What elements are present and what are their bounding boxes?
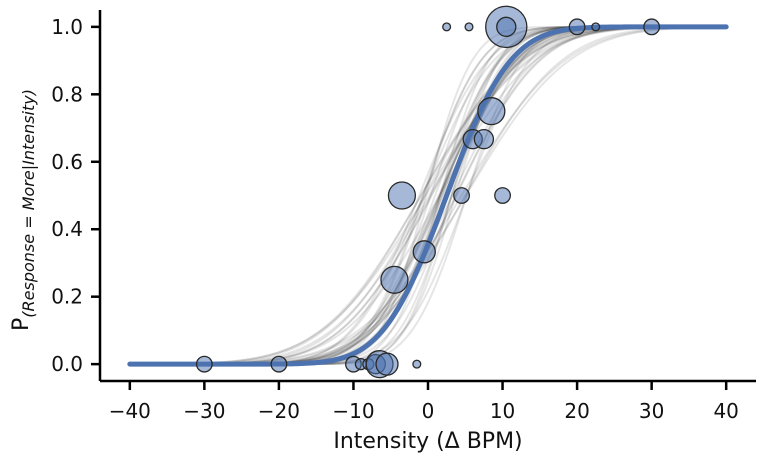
posterior-sample-curve — [129, 25, 727, 366]
data-point — [375, 352, 399, 376]
posterior-sample-curve — [129, 25, 727, 366]
posterior-sample-curve — [129, 26, 727, 366]
posterior-sample-curve — [129, 25, 727, 366]
posterior-sample-curve — [129, 25, 727, 366]
posterior-sample-curve — [129, 25, 727, 366]
y-axis-ticks: 0.0 0.2 0.4 0.6 0.8 1.0 — [51, 15, 100, 376]
posterior-sample-curve — [129, 25, 727, 366]
posterior-sample-curve — [129, 25, 727, 366]
posterior-sample-curve — [129, 25, 727, 366]
posterior-sample-curve — [129, 25, 727, 366]
y-axis-title: P(Response = More|Intensity) — [9, 89, 38, 331]
x-axis-title: Intensity (Δ BPM) — [333, 429, 522, 454]
data-point — [442, 22, 452, 32]
data-point — [643, 18, 661, 36]
x-tick-label: −40 — [109, 399, 151, 423]
posterior-sample-curve — [129, 25, 727, 366]
posterior-sample-curve — [129, 25, 727, 366]
posterior-sample-curve — [129, 25, 727, 366]
posterior-sample-curve — [129, 25, 727, 366]
posterior-sample-curve — [129, 25, 727, 366]
data-point — [464, 22, 474, 32]
y-tick-label: 0.0 — [51, 352, 83, 376]
posterior-sample-curve — [129, 25, 727, 366]
x-tick-label: 20 — [564, 399, 589, 423]
data-point — [477, 97, 506, 126]
data-point — [453, 187, 470, 204]
posterior-sample-curve — [129, 25, 727, 366]
x-tick-label: −30 — [183, 399, 225, 423]
posterior-sample-curve — [129, 25, 727, 366]
x-tick-label: −20 — [258, 399, 300, 423]
data-points — [195, 5, 661, 379]
posterior-sample-curve — [129, 25, 727, 366]
posterior-sample-curve — [129, 25, 727, 366]
x-tick-label: 10 — [490, 399, 515, 423]
data-point — [195, 355, 213, 373]
data-point — [568, 18, 586, 36]
posterior-sample-curve — [129, 26, 727, 366]
posterior-sample-curve — [129, 25, 727, 366]
data-point — [496, 16, 517, 38]
posterior-sample-curve — [129, 25, 727, 366]
posterior-sample-curve — [129, 25, 727, 366]
y-tick-label: 0.2 — [51, 285, 83, 309]
y-axis-title-main: P — [9, 318, 34, 331]
posterior-sample-curve — [129, 25, 727, 366]
x-axis-ticks: −40 −30 −20 −10 0 10 20 30 40 — [109, 381, 739, 423]
posterior-sample-curve — [129, 25, 727, 366]
data-point — [270, 355, 288, 373]
posterior-sample-curve — [129, 25, 727, 366]
data-point — [412, 359, 422, 369]
posterior-sample-curve — [129, 25, 727, 366]
x-tick-label: 30 — [639, 399, 664, 423]
posterior-sample-curve — [129, 25, 727, 366]
x-tick-label: −10 — [332, 399, 374, 423]
y-tick-label: 1.0 — [51, 15, 83, 39]
fit-curve — [127, 24, 729, 367]
posterior-sample-curve — [129, 25, 727, 366]
posterior-sample-curve — [129, 25, 727, 366]
posterior-sample-curve — [129, 25, 727, 366]
posterior-sample-curve — [129, 25, 727, 366]
posterior-samples — [129, 25, 727, 366]
posterior-sample-curve — [129, 25, 727, 366]
data-point — [412, 240, 436, 264]
data-point — [380, 265, 409, 294]
y-tick-label: 0.4 — [51, 217, 83, 241]
x-tick-label: 40 — [713, 399, 738, 423]
posterior-sample-curve — [129, 25, 727, 366]
posterior-sample-curve — [129, 25, 727, 366]
y-tick-label: 0.8 — [51, 82, 83, 106]
posterior-sample-curve — [129, 25, 727, 366]
data-point — [387, 181, 417, 210]
x-tick-label: 0 — [422, 399, 435, 423]
data-point — [591, 22, 601, 32]
posterior-sample-curve — [129, 25, 727, 366]
y-axis-title-subscript: (Response = More|Intensity) — [19, 89, 38, 318]
data-point — [473, 128, 495, 150]
y-tick-label: 0.6 — [51, 150, 83, 174]
posterior-sample-curve — [129, 25, 727, 366]
posterior-sample-curve — [129, 25, 727, 366]
data-point — [494, 187, 511, 204]
